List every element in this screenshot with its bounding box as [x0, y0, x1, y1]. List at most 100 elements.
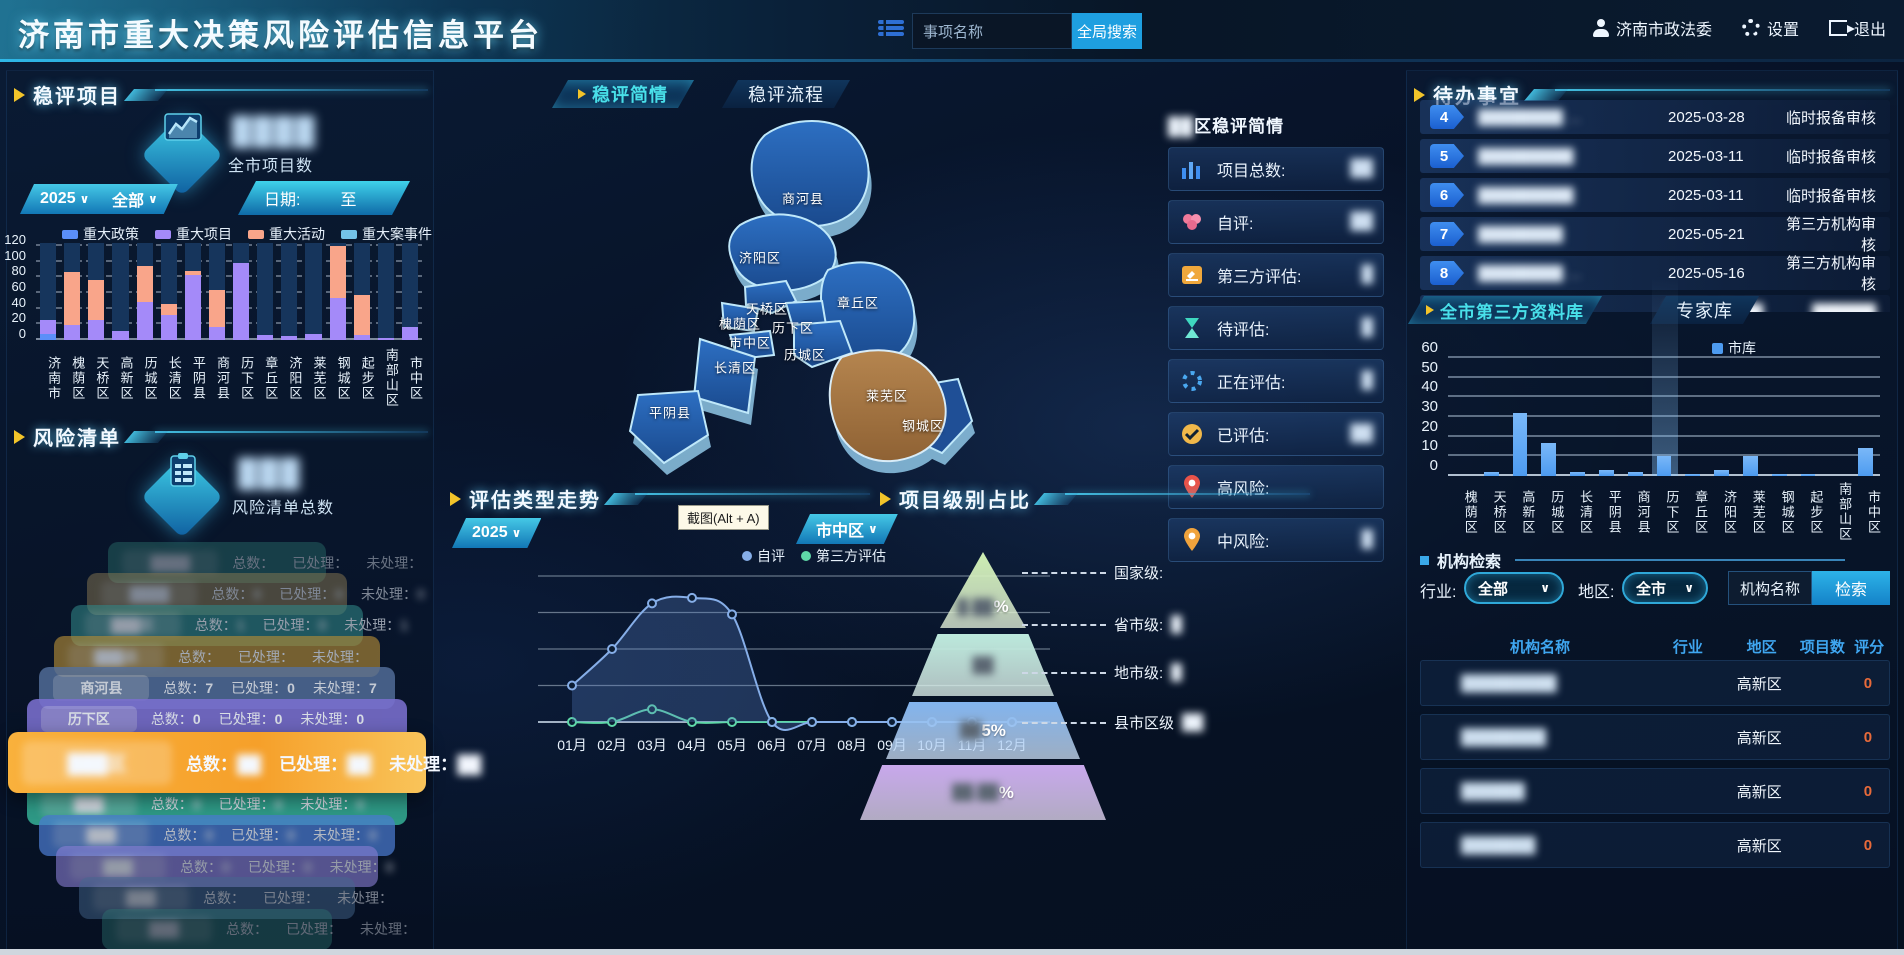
- region-select[interactable]: 全市 ∨: [1622, 572, 1708, 604]
- org-table-column-header[interactable]: 项目数: [1799, 639, 1845, 656]
- library-bar[interactable]: [1541, 358, 1557, 476]
- library-bar[interactable]: [1483, 358, 1499, 476]
- library-bar[interactable]: [1455, 358, 1470, 476]
- library-bar[interactable]: [1858, 358, 1873, 476]
- library-bar[interactable]: [1570, 358, 1585, 476]
- summary-item[interactable]: 待评估: █: [1168, 306, 1384, 350]
- legend-item[interactable]: 市库: [1712, 338, 1756, 358]
- org-search-button[interactable]: 检索: [1812, 571, 1890, 605]
- library-bar[interactable]: [1800, 358, 1816, 476]
- risk-row[interactable]: ███ 总数：0 已处理：0 未处理：0: [56, 845, 393, 888]
- industry-select[interactable]: 全部 ∨: [1464, 572, 1564, 604]
- library-bar[interactable]: [1685, 358, 1701, 476]
- legend-item[interactable]: 重大项目: [155, 224, 232, 244]
- menu-icon[interactable]: [878, 18, 904, 42]
- map-district-label-normal[interactable]: 商河县: [781, 191, 825, 207]
- org-table-row[interactable]: ████████ 高新区 0: [1420, 714, 1890, 760]
- pyramid-level[interactable]: █.██%: [940, 552, 1026, 628]
- risk-row[interactable]: ███ 总数： 已处理： 未处理：: [79, 877, 393, 919]
- todo-row[interactable]: 5 █████████ 2025-03-11 临时报备审核: [1420, 139, 1890, 173]
- map-district-label-highlighted[interactable]: 莱芜区: [865, 388, 909, 404]
- map-district-label-normal[interactable]: 市中区: [728, 335, 772, 351]
- jinan-district-map[interactable]: 商河县济阳区章丘区 天桥区 槐荫区 历下区 市中区 历城区长清区平阴县 莱芜区钢城区: [590, 95, 1070, 525]
- type-filter-dropdown[interactable]: 全部 ∨: [92, 184, 178, 214]
- todo-row[interactable]: 6 █████████ 2025-03-11 临时报备审核: [1420, 178, 1890, 212]
- legend-item[interactable]: 重大政策: [62, 224, 139, 244]
- map-district-label-normal[interactable]: 长清区: [713, 360, 757, 376]
- library-bar[interactable]: [1771, 358, 1787, 476]
- tab-stability-brief[interactable]: 稳评简情: [552, 80, 694, 108]
- stacked-bar[interactable]: [233, 243, 250, 340]
- pyramid-level[interactable]: ██: [912, 634, 1054, 696]
- risk-row[interactable]: ███ 总数： 已处理： 未处理：: [102, 908, 416, 949]
- todo-row[interactable]: 4 ████████ … 2025-03-28 临时报备审核: [1420, 100, 1890, 134]
- year-filter-dropdown[interactable]: 2025 ∨: [20, 184, 109, 214]
- org-table-row[interactable]: ██████ 高新区 0: [1420, 768, 1890, 814]
- map-district-label-normal[interactable]: 章丘区: [836, 295, 880, 311]
- stacked-bar[interactable]: [112, 243, 129, 340]
- org-table-column-header[interactable]: 评分: [1854, 639, 1885, 656]
- org-table-column-header[interactable]: 地区: [1746, 639, 1777, 656]
- library-bar[interactable]: [1651, 276, 1678, 476]
- summary-item[interactable]: 正在评估: █: [1168, 359, 1384, 403]
- stacked-bar[interactable]: [257, 243, 274, 340]
- stacked-bar[interactable]: [353, 243, 370, 340]
- trend-year-dropdown[interactable]: 2025 ∨: [452, 518, 541, 548]
- logout-button[interactable]: 退出: [1828, 16, 1886, 40]
- summary-item[interactable]: 已评估: ██: [1168, 412, 1384, 456]
- summary-item[interactable]: 自评: ██: [1168, 200, 1384, 244]
- library-bar[interactable]: [1829, 358, 1844, 476]
- legend-item[interactable]: 重大案事件: [341, 224, 432, 244]
- risk-list-carousel[interactable]: ████ 总数： 已处理： 未处理： ████ 总数：0 已处理：0 未处理：0 ███区 总数：…: [8, 542, 481, 949]
- legend-item[interactable]: 第三方评估: [801, 546, 886, 566]
- library-bar[interactable]: [1627, 358, 1643, 476]
- todo-row[interactable]: 7 ████████ 2025-05-21 第三方机构审核: [1420, 216, 1890, 254]
- summary-item[interactable]: 中风险: █: [1168, 518, 1384, 562]
- stacked-bar[interactable]: [160, 243, 177, 340]
- map-district-label-normal[interactable]: 天桥区: [745, 301, 789, 317]
- pyramid-district-dropdown[interactable]: 市中区 ∨: [796, 514, 898, 544]
- risk-row-selected[interactable]: ███区 总数：██ 已处理：██ 未处理：██: [8, 732, 481, 794]
- stacked-bar[interactable]: [64, 243, 81, 340]
- map-district-label-normal[interactable]: 历城区: [783, 347, 827, 363]
- library-bar-chart[interactable]: [1448, 276, 1880, 476]
- summary-item[interactable]: 第三方评估: █: [1168, 253, 1384, 297]
- stacked-bar[interactable]: [281, 243, 298, 340]
- global-search-button[interactable]: 全局搜索: [1072, 13, 1142, 49]
- summary-item[interactable]: 项目总数: ██: [1168, 147, 1384, 191]
- library-bar[interactable]: [1742, 358, 1758, 476]
- date-range-picker[interactable]: 日期: 至: [238, 181, 410, 215]
- tab-expert-library[interactable]: 专家库: [1650, 296, 1759, 324]
- map-district-label-normal[interactable]: 平阴县: [648, 405, 692, 421]
- org-table-column-header[interactable]: 行业: [1672, 639, 1703, 656]
- stacked-bar[interactable]: [88, 243, 105, 340]
- library-bar[interactable]: [1714, 358, 1729, 476]
- stacked-bar[interactable]: [40, 243, 57, 340]
- stacked-bar[interactable]: [401, 243, 418, 340]
- org-table-column-header[interactable]: 机构名称: [1510, 639, 1571, 656]
- settings-button[interactable]: 设置: [1741, 16, 1799, 40]
- search-input[interactable]: 事项名称: [912, 13, 1072, 49]
- stacked-bar[interactable]: [305, 243, 322, 340]
- org-table-row[interactable]: █████████ 高新区 0: [1420, 660, 1890, 706]
- projects-stacked-bar-chart[interactable]: [36, 243, 422, 340]
- org-table-row[interactable]: ███████ 高新区 0: [1420, 822, 1890, 868]
- legend-item[interactable]: 重大活动: [248, 224, 325, 244]
- pyramid-level[interactable]: ██.██%: [860, 765, 1106, 820]
- org-name-input[interactable]: 机构名称: [1728, 571, 1812, 605]
- legend-item[interactable]: 自评: [742, 546, 785, 566]
- stacked-bar[interactable]: [377, 243, 394, 340]
- stacked-bar[interactable]: [136, 243, 153, 340]
- map-district-label-normal[interactable]: 槐荫区: [718, 316, 762, 332]
- stacked-bar[interactable]: [329, 243, 346, 340]
- map-district-label-normal[interactable]: 钢城区: [901, 418, 945, 434]
- library-bar[interactable]: [1512, 358, 1528, 476]
- tab-stability-process[interactable]: 稳评流程: [722, 80, 850, 108]
- todo-row[interactable]: 8 ████████ … 2025-05-16 第三方机构审核: [1420, 255, 1890, 293]
- map-district-laiwu-highlighted[interactable]: [828, 349, 947, 463]
- stacked-bar[interactable]: [184, 243, 201, 340]
- map-district-label-normal[interactable]: 历下区: [771, 320, 815, 336]
- stacked-bar[interactable]: [208, 243, 225, 340]
- map-district-label-normal[interactable]: 济阳区: [738, 250, 782, 266]
- library-bar[interactable]: [1598, 358, 1614, 476]
